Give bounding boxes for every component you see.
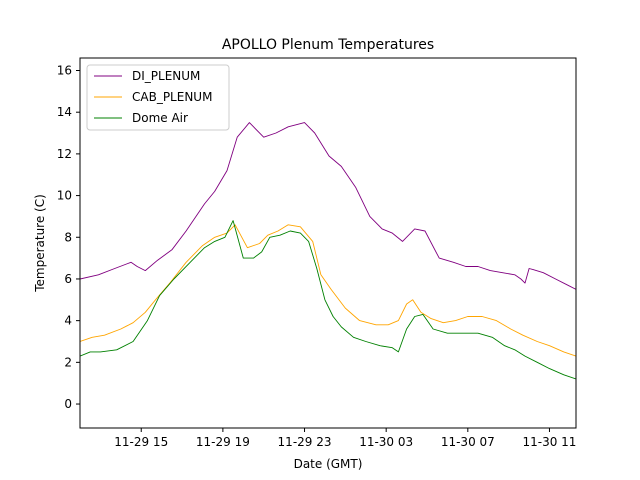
x-tick-label: 11-30 03 bbox=[359, 435, 413, 449]
y-axis-label: Temperature (C) bbox=[33, 194, 47, 293]
y-tick-label: 4 bbox=[64, 314, 72, 328]
y-tick-label: 0 bbox=[64, 397, 72, 411]
legend-label: CAB_PLENUM bbox=[132, 90, 212, 104]
chart-title: APOLLO Plenum Temperatures bbox=[222, 37, 434, 53]
plot-frame bbox=[79, 57, 577, 429]
legend-box bbox=[86, 64, 230, 131]
legend-label: Dome Air bbox=[132, 111, 188, 125]
legend-label: DI_PLENUM bbox=[132, 69, 200, 83]
y-tick-label: 14 bbox=[57, 105, 72, 119]
y-tick-label: 6 bbox=[64, 272, 72, 286]
y-tick-label: 16 bbox=[57, 64, 72, 78]
y-tick-label: 12 bbox=[57, 147, 72, 161]
x-tick-label: 11-29 23 bbox=[278, 435, 332, 449]
x-tick-label: 11-30 11 bbox=[522, 435, 576, 449]
y-tick-label: 8 bbox=[64, 230, 72, 244]
x-tick-label: 11-30 07 bbox=[441, 435, 495, 449]
series-line-di-plenum bbox=[80, 122, 576, 290]
series-line-dome-air bbox=[80, 220, 576, 380]
x-tick-label: 11-29 15 bbox=[114, 435, 168, 449]
legend: DI_PLENUM CAB_PLENUM Dome Air bbox=[86, 64, 230, 131]
x-axis-label: Date (GMT) bbox=[294, 457, 363, 471]
y-tick-label: 10 bbox=[57, 189, 72, 203]
x-tick-label: 11-29 19 bbox=[196, 435, 250, 449]
y-tick-label: 2 bbox=[64, 355, 72, 369]
